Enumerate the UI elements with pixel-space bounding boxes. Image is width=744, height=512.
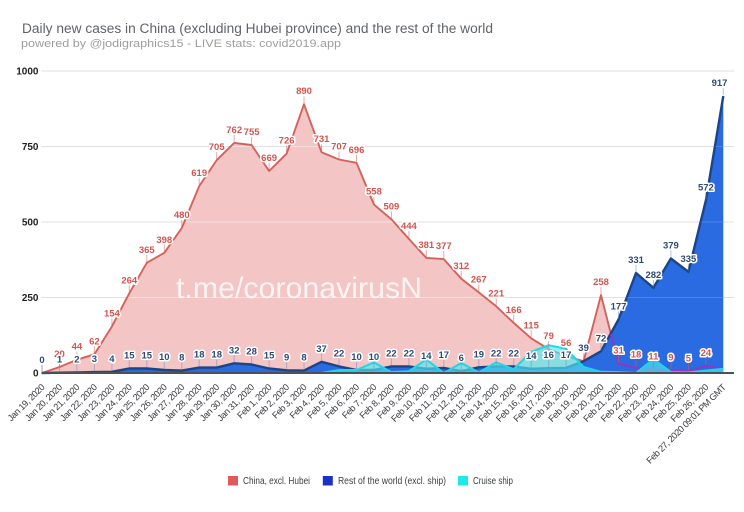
svg-text:480: 480: [174, 210, 190, 221]
svg-text:56: 56: [561, 338, 572, 349]
svg-text:22: 22: [386, 348, 397, 359]
svg-text:444: 444: [401, 221, 418, 232]
svg-text:39: 39: [578, 343, 589, 354]
svg-text:18: 18: [211, 350, 222, 361]
svg-text:Cruise ship: Cruise ship: [473, 476, 513, 487]
svg-text:762: 762: [226, 125, 242, 136]
svg-text:377: 377: [436, 241, 452, 252]
svg-text:264: 264: [121, 275, 138, 286]
svg-text:20: 20: [54, 349, 65, 360]
svg-text:9: 9: [284, 352, 289, 363]
svg-text:19: 19: [474, 349, 485, 360]
svg-text:22: 22: [508, 348, 519, 359]
svg-text:282: 282: [645, 270, 661, 281]
svg-text:331: 331: [628, 255, 645, 266]
svg-text:4: 4: [109, 354, 115, 365]
svg-text:0: 0: [39, 355, 44, 366]
svg-text:558: 558: [366, 187, 382, 198]
svg-text:China, excl. Hubei: China, excl. Hubei: [243, 476, 310, 487]
svg-text:2: 2: [74, 354, 79, 365]
svg-text:312: 312: [453, 261, 469, 272]
svg-text:731: 731: [314, 134, 331, 145]
svg-text:0: 0: [33, 369, 39, 380]
svg-text:14: 14: [421, 351, 432, 362]
svg-text:8: 8: [179, 353, 184, 364]
svg-text:32: 32: [229, 345, 240, 356]
svg-text:22: 22: [334, 348, 345, 359]
svg-text:335: 335: [680, 254, 697, 265]
svg-text:11: 11: [648, 352, 659, 363]
svg-text:381: 381: [418, 240, 435, 251]
svg-text:powered by @jodigraphics15 - L: powered by @jodigraphics15 - LIVE stats:…: [21, 38, 341, 50]
svg-text:5: 5: [686, 354, 692, 365]
svg-text:18: 18: [194, 350, 205, 361]
svg-text:154: 154: [104, 309, 121, 320]
svg-text:166: 166: [506, 305, 522, 316]
svg-text:379: 379: [663, 241, 679, 252]
svg-text:707: 707: [331, 142, 347, 153]
svg-text:750: 750: [22, 142, 39, 153]
svg-text:72: 72: [596, 333, 607, 344]
svg-text:t.me/coronavirusN: t.me/coronavirusN: [176, 272, 422, 305]
svg-text:398: 398: [156, 235, 172, 246]
svg-text:669: 669: [261, 153, 277, 164]
svg-text:28: 28: [246, 347, 257, 358]
svg-text:8: 8: [301, 353, 306, 364]
svg-text:500: 500: [22, 218, 39, 229]
svg-text:15: 15: [142, 351, 153, 362]
svg-text:619: 619: [191, 168, 207, 179]
svg-text:917: 917: [712, 78, 728, 89]
svg-text:31: 31: [613, 346, 624, 357]
svg-text:365: 365: [139, 245, 156, 256]
svg-text:0: 0: [39, 355, 44, 366]
svg-text:572: 572: [698, 182, 714, 193]
svg-text:Daily new cases in China (excl: Daily new cases in China (excluding Hube…: [22, 21, 493, 36]
svg-text:44: 44: [72, 342, 83, 353]
svg-text:17: 17: [439, 350, 450, 361]
svg-text:890: 890: [296, 86, 312, 97]
svg-text:37: 37: [316, 344, 327, 355]
svg-text:509: 509: [383, 201, 399, 212]
svg-text:22: 22: [491, 348, 502, 359]
svg-text:Rest of the world (excl. ship): Rest of the world (excl. ship): [338, 476, 446, 487]
svg-text:15: 15: [264, 351, 275, 362]
svg-text:250: 250: [22, 293, 39, 304]
svg-text:1000: 1000: [16, 67, 39, 78]
svg-text:267: 267: [471, 274, 487, 285]
svg-text:115: 115: [524, 320, 540, 331]
svg-text:3: 3: [92, 354, 97, 365]
svg-text:221: 221: [488, 288, 505, 299]
svg-text:17: 17: [561, 350, 572, 361]
svg-text:6: 6: [459, 353, 464, 364]
svg-text:1: 1: [57, 355, 63, 366]
svg-text:10: 10: [351, 352, 362, 363]
svg-text:696: 696: [349, 145, 365, 156]
svg-text:16: 16: [543, 350, 554, 361]
svg-text:15: 15: [124, 351, 135, 362]
svg-text:14: 14: [526, 351, 537, 362]
svg-text:705: 705: [209, 142, 226, 153]
svg-text:177: 177: [611, 302, 627, 313]
svg-text:10: 10: [159, 352, 170, 363]
svg-text:726: 726: [279, 136, 295, 147]
svg-text:79: 79: [543, 331, 554, 342]
svg-text:10: 10: [369, 352, 380, 363]
svg-text:258: 258: [593, 277, 609, 288]
svg-text:24: 24: [701, 348, 712, 359]
svg-text:62: 62: [89, 336, 100, 347]
svg-text:22: 22: [404, 348, 415, 359]
svg-text:755: 755: [244, 127, 261, 138]
svg-text:9: 9: [668, 352, 673, 363]
svg-text:18: 18: [631, 350, 642, 361]
